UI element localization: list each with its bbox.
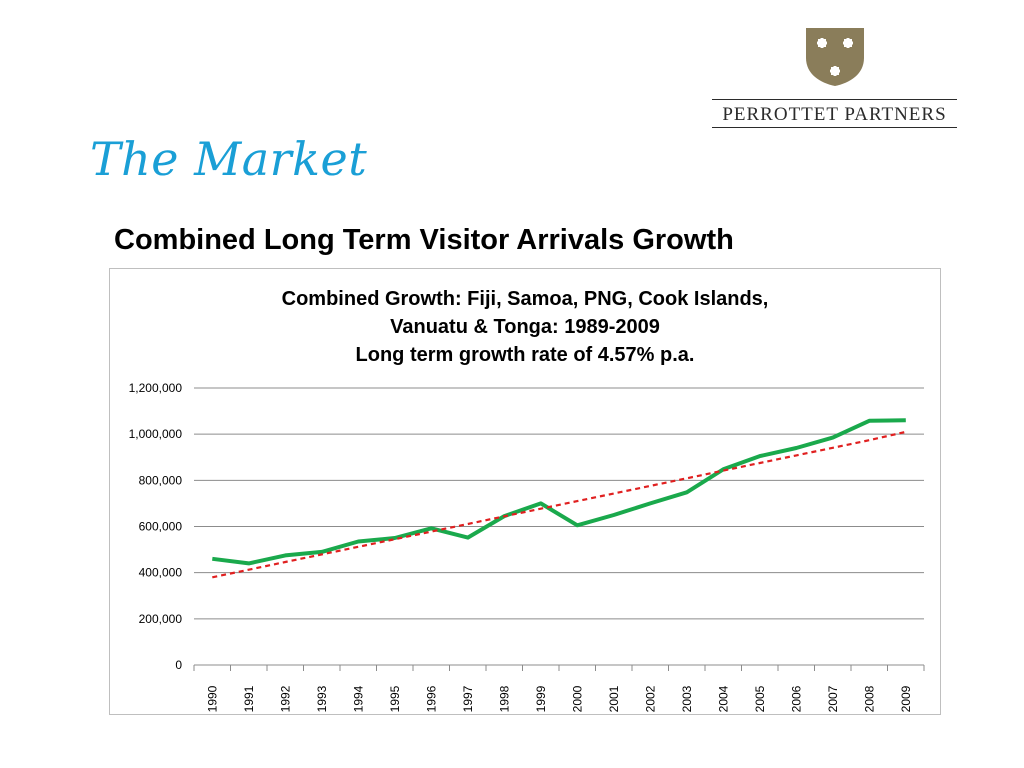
x-tick-label: 2004 [716,685,730,712]
x-tick-label: 2002 [643,685,657,712]
line-chart: 0 200,000 400,000 600,000 800,000 1,000,000 1,… [129,381,925,712]
logo-text: PERROTTET PARTNERS [722,104,947,125]
company-logo: PERROTTET PARTNERS [712,28,957,128]
x-tick-label: 1992 [278,685,292,712]
x-tick-label: 2006 [789,685,803,712]
shield-crest-icon [806,28,864,86]
x-tick-label: 1998 [497,685,511,712]
x-tick-label: 2009 [899,685,913,712]
slide-title: The Market [90,132,368,186]
x-tick-label: 2008 [862,685,876,712]
x-tick-label: 1991 [242,685,256,712]
y-tick-label: 800,000 [139,473,183,487]
x-tick-label: 1997 [461,685,475,712]
y-tick-label: 600,000 [139,520,183,534]
y-tick-label: 1,000,000 [129,427,183,441]
x-tick-label: 2005 [753,685,767,712]
slide-subtitle: Combined Long Term Visitor Arrivals Grow… [114,224,734,256]
y-tick-label: 1,200,000 [129,381,183,395]
x-tick-label: 2003 [680,685,694,712]
chart-title-line-1: Combined Growth: Fiji, Samoa, PNG, Cook … [281,288,769,310]
chart-title-line-3: Long term growth rate of 4.57% p.a. [355,344,695,366]
y-tick-label: 200,000 [139,612,183,626]
x-tick-label: 1994 [351,685,365,712]
x-tick-label: 1993 [315,685,329,712]
x-tick-label: 2000 [570,685,584,712]
y-tick-label: 0 [175,658,182,672]
x-tick-label: 1990 [205,685,219,712]
chart-frame: Combined Growth: Fiji, Samoa, PNG, Cook … [109,268,941,715]
y-tick-label: 400,000 [139,566,183,580]
x-tick-label: 1999 [534,685,548,712]
trend-line [212,430,907,579]
series-line [212,418,906,566]
x-tick-label: 2001 [607,685,621,712]
logo-rule-top [712,99,957,100]
chart-title-line-2: Vanuatu & Tonga: 1989-2009 [390,316,660,338]
x-tick-label: 1996 [424,685,438,712]
x-tick-label: 2007 [826,685,840,712]
logo-rule-bottom [712,127,957,128]
x-tick-label: 1995 [388,685,402,712]
